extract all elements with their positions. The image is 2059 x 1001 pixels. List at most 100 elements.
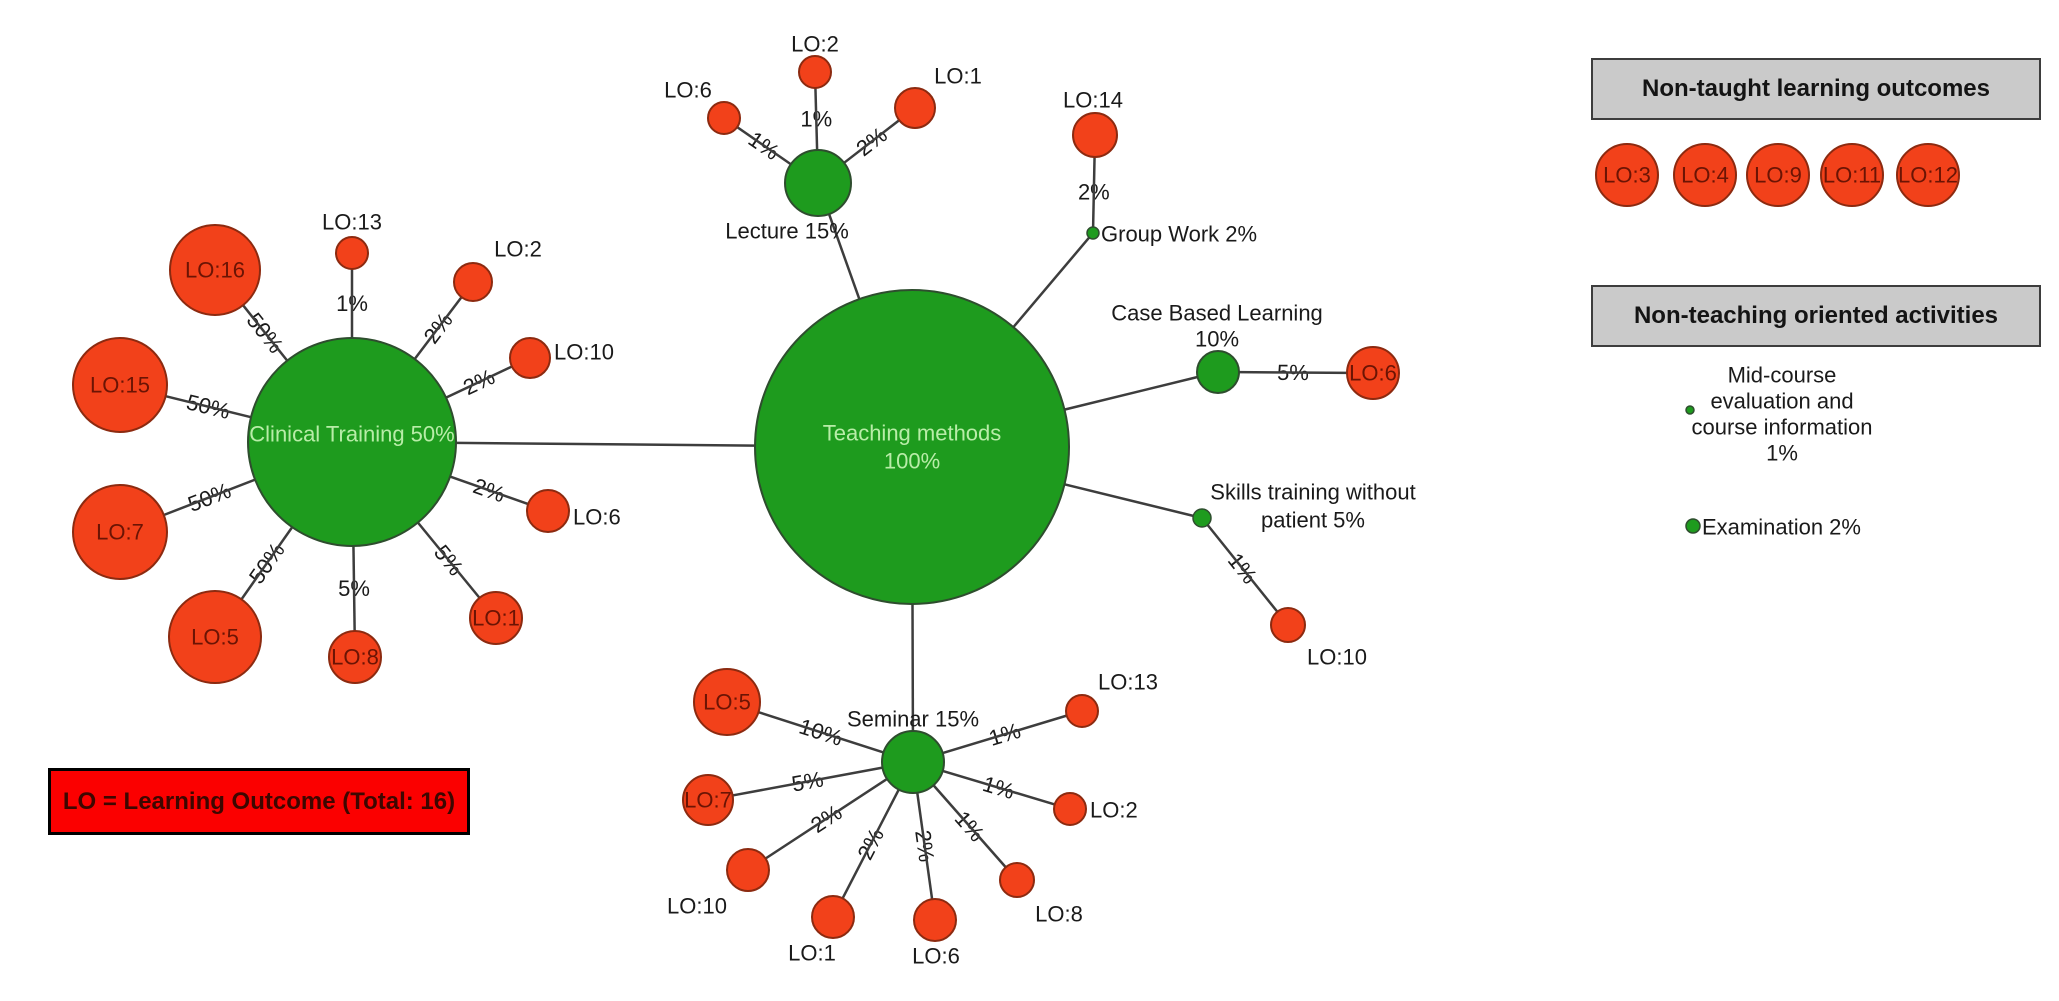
node-g-lo14-circle (1072, 112, 1118, 158)
node-se-lo13-label-0: LO:13 (1098, 670, 1158, 695)
node-teaching-circle (754, 289, 1070, 605)
node-se-lo10-circle (726, 848, 770, 892)
node-l-lo2-circle (798, 55, 832, 89)
node-midcourse-label-0: Mid-course (1728, 363, 1837, 388)
node-l-lo1-label-0: LO:1 (934, 64, 982, 89)
edge-clinical-c-lo1-line (416, 521, 481, 599)
legend-box: LO = Learning Outcome (Total: 16) (48, 768, 470, 835)
node-midcourse-label-1: evaluation and (1710, 389, 1853, 414)
node-se-lo1-label-0: LO:1 (788, 941, 836, 966)
node-nt-lo3-label-0: LO:3 (1603, 163, 1651, 188)
node-exam-label-0: Examination 2% (1702, 515, 1861, 540)
node-c-lo13-circle (335, 236, 369, 270)
node-c-lo2-circle (453, 262, 493, 302)
node-c-lo1-circle (469, 591, 523, 645)
node-c-lo10-label-0: LO:10 (554, 340, 614, 365)
legend-label: LO = Learning Outcome (Total: 16) (62, 787, 456, 815)
node-teaching-label-0: Teaching methods (823, 421, 1002, 446)
edge-groupwork-g-lo14-line (1091, 156, 1096, 228)
node-lecture-label-0: Lecture 15% (725, 219, 849, 244)
node-c-lo5-label-0: LO:5 (191, 625, 239, 650)
edge-seminar-se-lo1-line (841, 788, 900, 899)
node-se-lo6-label-0: LO:6 (912, 944, 960, 969)
node-midcourse-circle (1685, 405, 1695, 415)
edge-seminar-se-lo6-line (916, 792, 934, 900)
node-nt-lo12-circle (1896, 143, 1960, 207)
node-l-lo2-label-0: LO:2 (791, 32, 839, 57)
node-c-lo15-label-0: LO:15 (90, 373, 150, 398)
edge-seminar-se-lo10-line (764, 777, 888, 860)
node-groupwork-circle (1086, 226, 1100, 240)
node-l-lo6-circle (707, 101, 741, 135)
node-nt-lo3-circle (1595, 143, 1659, 207)
node-nt-lo4-label-0: LO:4 (1681, 163, 1729, 188)
node-se-lo13-circle (1065, 694, 1099, 728)
node-c-lo1-label-0: LO:1 (472, 606, 520, 631)
node-se-lo2-label-0: LO:2 (1090, 798, 1138, 823)
edge-clinical-c-lo7-line (163, 478, 256, 517)
node-cb-lo6-circle (1346, 346, 1400, 400)
node-clinical-circle (247, 337, 457, 547)
node-se-lo7-circle (682, 774, 734, 826)
panel-header-non-taught-outcomes: Non-taught learning outcomes (1591, 58, 2041, 120)
node-nt-lo11-label-0: LO:11 (1823, 163, 1881, 188)
node-groupwork-label-0: Group Work 2% (1101, 222, 1257, 247)
edge-teaching-groupwork-line (1012, 236, 1091, 328)
node-se-lo2-circle (1053, 792, 1087, 826)
edge-clinical-c-lo10-line (445, 365, 513, 399)
edge-seminar-se-lo8-line (932, 784, 1007, 869)
node-c-lo16-label-0: LO:16 (185, 258, 245, 283)
edge-skills-s-lo10-line (1206, 524, 1279, 613)
node-cb-lo6-label-0: LO:6 (1349, 361, 1397, 386)
edge-clinical-c-lo2-line (413, 296, 463, 360)
node-se-lo6-circle (913, 898, 957, 942)
node-nt-lo4-circle (1673, 143, 1737, 207)
node-c-lo10-circle (509, 337, 551, 379)
edge-clinical-c-lo15-line (165, 395, 252, 419)
edge-lecture-l-lo6-line (736, 126, 792, 166)
node-c-lo16-circle (169, 224, 261, 316)
node-clinical-label-0: Clinical Training 50% (249, 422, 454, 447)
node-l-lo6-label-0: LO:6 (664, 78, 712, 103)
node-casebased-circle (1196, 350, 1240, 394)
node-c-lo2-label-0: LO:2 (494, 237, 542, 262)
panel-header-non-teaching-activities: Non-teaching oriented activities (1591, 285, 2041, 347)
node-nt-lo11-circle (1820, 143, 1884, 207)
edge-seminar-se-lo7-line (732, 766, 883, 797)
node-c-lo6-label-0: LO:6 (573, 505, 621, 530)
node-se-lo5-circle (693, 668, 761, 736)
node-se-lo8-circle (999, 862, 1035, 898)
node-nt-lo12-label-0: LO:12 (1898, 163, 1958, 188)
node-skills-label-1: patient 5% (1261, 508, 1365, 533)
node-c-lo5-circle (168, 590, 262, 684)
node-c-lo6-circle (526, 489, 570, 533)
node-se-lo1-circle (811, 895, 855, 939)
node-nt-lo9-circle (1746, 143, 1810, 207)
node-c-lo8-circle (328, 630, 382, 684)
node-seminar-label-0: Seminar 15% (847, 707, 979, 732)
node-g-lo14-label-0: LO:14 (1063, 88, 1123, 113)
edge-seminar-se-lo5-line (758, 710, 884, 754)
node-c-lo7-label-0: LO:7 (96, 520, 144, 545)
edge-teaching-clinical-line (455, 441, 756, 447)
node-c-lo13-label-0: LO:13 (322, 210, 382, 235)
node-s-lo10-circle (1270, 607, 1306, 643)
node-l-lo1-circle (894, 87, 936, 129)
node-se-lo5-label-0: LO:5 (703, 690, 751, 715)
node-midcourse-label-3: 1% (1766, 441, 1798, 466)
node-nt-lo9-label-0: LO:9 (1754, 163, 1802, 188)
edge-lecture-l-lo1-line (843, 119, 900, 164)
node-skills-label-0: Skills training without (1210, 480, 1415, 505)
edge-clinical-c-lo6-line (449, 475, 529, 506)
edge-casebased-cb-lo6-line (1238, 370, 1348, 375)
node-lecture-circle (784, 149, 852, 217)
edge-clinical-c-lo16-line (242, 304, 289, 362)
node-c-lo15-circle (72, 337, 168, 433)
node-skills-circle (1192, 508, 1212, 528)
node-seminar-circle (881, 730, 945, 794)
node-midcourse-label-2: course information (1692, 415, 1873, 440)
edge-lecture-l-lo2-line (814, 87, 819, 151)
node-teaching-label-1: 100% (884, 449, 940, 474)
